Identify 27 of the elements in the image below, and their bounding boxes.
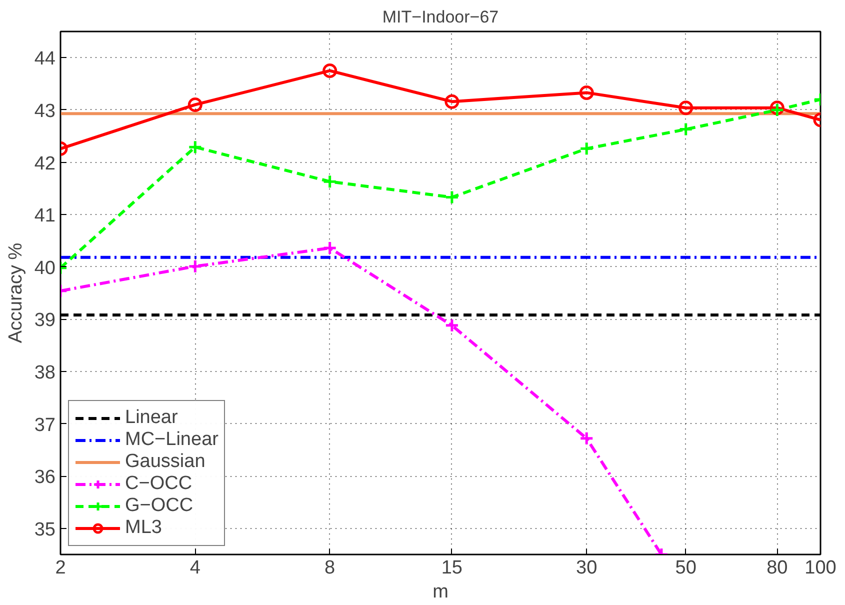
x-tick-label: 80 <box>766 558 788 578</box>
x-tick-label: 4 <box>190 558 201 578</box>
y-tick-label: 39 <box>34 310 56 332</box>
y-tick-label: 44 <box>34 48 56 70</box>
x-tick-label: 100 <box>804 558 836 578</box>
legend-label: MC−Linear <box>125 429 218 451</box>
y-tick-label: 43 <box>34 100 56 122</box>
legend-label: Gaussian <box>125 451 206 473</box>
y-tick-label: 42 <box>34 153 56 174</box>
y-axis-title: Accuracy % <box>5 242 26 344</box>
y-tick-label: 37 <box>34 414 56 436</box>
x-axis-title: m <box>432 582 448 602</box>
x-tick-label: 8 <box>324 558 336 578</box>
y-tick-label: 40 <box>34 258 56 279</box>
x-tick-label: 50 <box>675 558 696 578</box>
y-tick-label: 38 <box>34 362 56 384</box>
legend-label: ML3 <box>125 517 162 539</box>
x-tick-label: 2 <box>55 558 66 578</box>
y-tick-label: 35 <box>34 519 56 540</box>
legend-label: Linear <box>125 407 178 429</box>
y-tick-label: 41 <box>34 206 56 227</box>
x-tick-label: 30 <box>576 558 598 578</box>
chart-title: MIT−Indoor−67 <box>382 8 499 26</box>
legend-label: G−OCC <box>125 495 194 517</box>
legend-label: C−OCC <box>125 473 192 495</box>
y-tick-label: 36 <box>34 467 56 488</box>
x-tick-label: 15 <box>441 558 463 578</box>
